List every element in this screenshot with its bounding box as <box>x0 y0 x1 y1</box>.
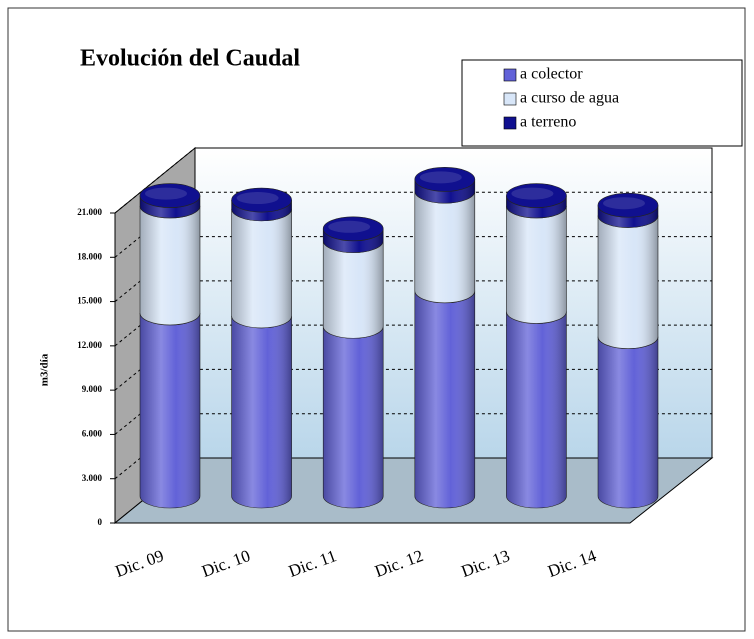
shading <box>140 312 200 508</box>
y-tick-label: 15.000 <box>77 296 102 306</box>
legend-swatch <box>503 116 517 130</box>
cap-highlight <box>419 171 462 184</box>
grid-line <box>114 147 712 214</box>
legend-label: a colector <box>520 66 583 83</box>
chart-title: Evolución del Caudal <box>80 46 300 72</box>
cap-highlight <box>236 192 279 205</box>
legend-items: a colector a curso de agua a terreno <box>503 66 619 131</box>
shading <box>140 205 200 325</box>
cylinder-cap <box>322 216 384 242</box>
y-tick-label: 18.000 <box>77 251 102 261</box>
y-tick-label: 21.000 <box>77 207 102 217</box>
cylinder-cap <box>597 192 659 218</box>
cap-highlight <box>145 187 187 200</box>
shading <box>323 326 384 509</box>
shading <box>231 315 292 508</box>
shading <box>140 195 200 218</box>
legend-swatch <box>503 68 517 82</box>
y-tick-label: 9.000 <box>82 384 103 394</box>
legend-label: a terreno <box>520 114 576 131</box>
y-tick-label: 3.000 <box>82 473 103 483</box>
cylinder-cap <box>139 183 201 208</box>
shading <box>598 215 658 349</box>
bars <box>139 167 659 509</box>
cap-highlight <box>328 220 371 233</box>
y-axis-label: m3/día <box>39 353 51 386</box>
cap-highlight <box>511 187 554 200</box>
shading <box>414 191 475 303</box>
cylinder-cap <box>231 187 292 213</box>
cylinder-cap <box>506 183 567 208</box>
y-tick-label: 6.000 <box>82 428 103 438</box>
shading <box>506 311 567 508</box>
shading <box>506 195 567 218</box>
legend-swatch <box>503 92 517 106</box>
shading <box>323 240 384 339</box>
shading <box>231 200 292 221</box>
legend-label: a curso de agua <box>520 90 619 107</box>
shading <box>414 290 475 509</box>
cap-highlight <box>603 197 645 210</box>
shading <box>323 228 384 253</box>
cylinder-cap <box>414 167 476 192</box>
shading <box>598 336 658 508</box>
shading <box>231 208 292 328</box>
y-tick-label: 0 <box>98 517 103 527</box>
shading <box>598 205 658 228</box>
y-tick-label: 12.000 <box>77 340 102 350</box>
shading <box>506 205 567 324</box>
shading <box>414 179 475 204</box>
